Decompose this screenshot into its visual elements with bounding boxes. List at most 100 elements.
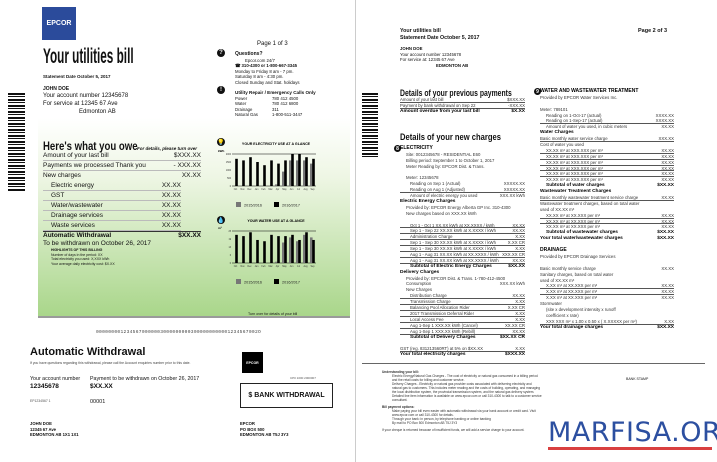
bar-2015-2016 bbox=[296, 241, 299, 263]
line-item: Aug 1-Sep 1 XXX.XX kWh (Rebill) XX.XX bbox=[400, 329, 525, 335]
line-item: Stormwater bbox=[540, 301, 674, 307]
line-item: Delivery Charges bbox=[400, 270, 525, 276]
item-label: XX.XX m³ at XXX.XXX per m³ bbox=[546, 153, 603, 159]
summary-panel bbox=[38, 118, 350, 318]
item-value: XX.XX bbox=[661, 159, 674, 165]
x-tick-label: Mar bbox=[269, 265, 273, 268]
questions-web[interactable]: Epcor.com 24/7 bbox=[245, 57, 275, 63]
bullet-item: By mail to PO Box 500 Edmonton AB T5J 3Y… bbox=[392, 421, 458, 425]
item-value: XXXXX.XX bbox=[503, 187, 525, 193]
bill-page-1: EPCOR Page 1 of 3 Your utilities bill St… bbox=[0, 0, 356, 462]
bar-2016-2017 bbox=[291, 154, 294, 186]
y-tick-label: 0 bbox=[230, 263, 232, 265]
questions-phone: 310-4300 or 1-800-667-3345 bbox=[241, 63, 297, 68]
item-value: 1-800-511-3447 bbox=[272, 112, 303, 117]
item-label: Electric Energy Charges bbox=[400, 199, 456, 205]
phone-icon: ☎ bbox=[235, 63, 242, 68]
item-label: Amount overdue from your last bill bbox=[400, 108, 480, 114]
remit-note: If you have questions regarding this wit… bbox=[30, 361, 191, 365]
item-value: - XXX.XX bbox=[173, 162, 201, 169]
prev-payments-title-wrap: Details of your previous payments bbox=[400, 83, 532, 99]
item-label: Wastewater Treatment Charges bbox=[540, 189, 612, 195]
item-label: X.XX m³ at XX.XXX per m³ bbox=[546, 289, 598, 295]
questions-block: Questions? Epcor.com 24/7 ☎ 310-4300 or … bbox=[235, 51, 300, 85]
x-tick-label: Nov bbox=[240, 266, 245, 268]
line-item: Your total drainage charges $XX.XX bbox=[540, 325, 674, 331]
item-label: (site x development intensity x runoff bbox=[546, 306, 616, 312]
bar-2016-2017 bbox=[298, 239, 301, 263]
x-tick-label: Jun bbox=[290, 266, 294, 268]
line-item: WATER AND WASTEWATER TREATMENT bbox=[540, 88, 674, 95]
item-label: Reading on Sep 1 (Actual) bbox=[410, 181, 461, 187]
withdraw-date: To be withdrawn on October 26, 2017 bbox=[43, 240, 152, 247]
item-value: $XX.XX bbox=[657, 230, 674, 236]
bar-2016-2017 bbox=[312, 158, 315, 186]
item-label: Water Charges bbox=[540, 130, 574, 136]
line-item: Natural Gas 1-800-511-3447 bbox=[235, 112, 317, 118]
line-item: XX.XX m³ at XXX.XXX per m³ XX.XX bbox=[540, 148, 674, 154]
x-tick-label: Nov bbox=[240, 189, 245, 191]
mailing-address-line: EDMONTON AB 1X1 1X1 bbox=[30, 432, 79, 437]
line-item: XX.XX m³ at XX.XXX per m³ XX.XX bbox=[540, 219, 674, 225]
line-item: Distribution Charge XX.XX bbox=[400, 293, 525, 300]
line-item: Electric Energy Charges bbox=[400, 199, 525, 205]
line-item: New charges based on XXX.XX kWh bbox=[400, 211, 525, 217]
bar-2016-2017 bbox=[305, 232, 308, 263]
item-label: GST (reg. 831213560RT) at 5% on $XX.XX bbox=[400, 346, 483, 352]
item-label: XX.XX m³ at XXX.XXX per m³ bbox=[546, 165, 603, 171]
line-item: Consumption XXX.XX kWh bbox=[400, 281, 525, 287]
item-label: Cost of water you used bbox=[540, 142, 584, 148]
line-item: GST XX.XX bbox=[43, 191, 181, 201]
item-label: Aug 1 - Aug 31 XX.XX kWh at XX.XXXX / kW… bbox=[410, 257, 499, 263]
legend-label: 2015/2016 bbox=[244, 204, 262, 208]
scan-line: 0000000012345670000003000000000300000000… bbox=[96, 330, 262, 335]
item-value: XX.XX bbox=[512, 328, 525, 334]
line-item: X.XX m³ at XX.XXX per m³ XX.XX bbox=[540, 283, 674, 290]
bar-2016-2017 bbox=[277, 236, 280, 263]
questions-title: Questions? bbox=[235, 51, 263, 57]
line-item: Provided by: EPCOR Energy Alberta GP Inc… bbox=[400, 205, 525, 211]
line-item: Drainage 311 bbox=[235, 107, 317, 113]
item-value: XX.XX bbox=[661, 124, 674, 130]
water-drop-icon: 💧 bbox=[217, 216, 225, 224]
item-value: $XX.XX bbox=[657, 324, 674, 330]
item-label: Transmission Charge bbox=[410, 299, 451, 305]
x-tick-label: Sep bbox=[310, 266, 315, 268]
line-item: Payment by bank withdrawal on Sep 22 -XXX… bbox=[400, 103, 525, 109]
line-item: GST (reg. 831213560RT) at 5% on $XX.XX X.… bbox=[400, 346, 525, 353]
item-label: Drainage services bbox=[51, 212, 104, 219]
line-item: Water 780 412 6800 bbox=[235, 101, 317, 107]
item-label: Administration Charge bbox=[410, 234, 453, 240]
bar-2016-2017 bbox=[263, 165, 266, 186]
line-item: Site: 0012345678 - RESIDENTIAL E60 bbox=[400, 152, 525, 158]
bullet-item: Through your bank: in person, by telepho… bbox=[392, 417, 491, 421]
line-item: Provided by: EPCOR Dist. & Trans. 1-780-… bbox=[400, 276, 525, 282]
item-label: ELECTRICITY bbox=[400, 145, 433, 151]
barcode bbox=[362, 93, 378, 159]
emergency-block: Utility Repair / Emergency Calls Only Po… bbox=[235, 90, 317, 118]
bullet-item: Make paying your bill even easier with a… bbox=[392, 409, 536, 417]
turn-over-note: Turn over for details of your bill bbox=[248, 312, 298, 316]
bar-2016-2017 bbox=[270, 160, 273, 186]
line-item: Amount of your last bill $XXX.XX bbox=[43, 151, 201, 161]
item-value: XXX.XX bbox=[658, 136, 674, 142]
item-value: XX.XX bbox=[161, 222, 181, 229]
item-value: XX.XX bbox=[661, 147, 674, 153]
legend-label: 2016/2017 bbox=[282, 281, 300, 285]
item-value: XX.XX bbox=[512, 222, 525, 228]
item-label: Reading on 1-Oct-17 (actual) bbox=[546, 112, 602, 118]
item-label: Balancing Pool Allocation Rider bbox=[410, 305, 470, 311]
x-tick-label: Feb bbox=[262, 189, 267, 191]
service-city: EDMONTON AB bbox=[436, 62, 469, 68]
item-label: XX.XX m³ at XXX.XXX per m³ bbox=[546, 171, 603, 177]
item-label: coefficient x rate) bbox=[546, 312, 579, 318]
bar-2016-2017 bbox=[277, 163, 280, 186]
x-tick-label: Dec bbox=[247, 266, 252, 268]
item-value: XX.XX bbox=[661, 295, 674, 301]
item-label: used of XX.XX m³ bbox=[540, 277, 575, 283]
item-label: Aug 1-Sep 1 XXX.XX kWh (Cancel) bbox=[410, 322, 478, 328]
line-item: DRAINAGE bbox=[540, 247, 674, 254]
item-label: Consumption bbox=[406, 281, 432, 287]
line-item: Aug 1 - Aug 31 XX.XX kWh at XX.XXXX / kW… bbox=[400, 258, 525, 264]
item-value: 780 412 4500 bbox=[272, 95, 299, 101]
